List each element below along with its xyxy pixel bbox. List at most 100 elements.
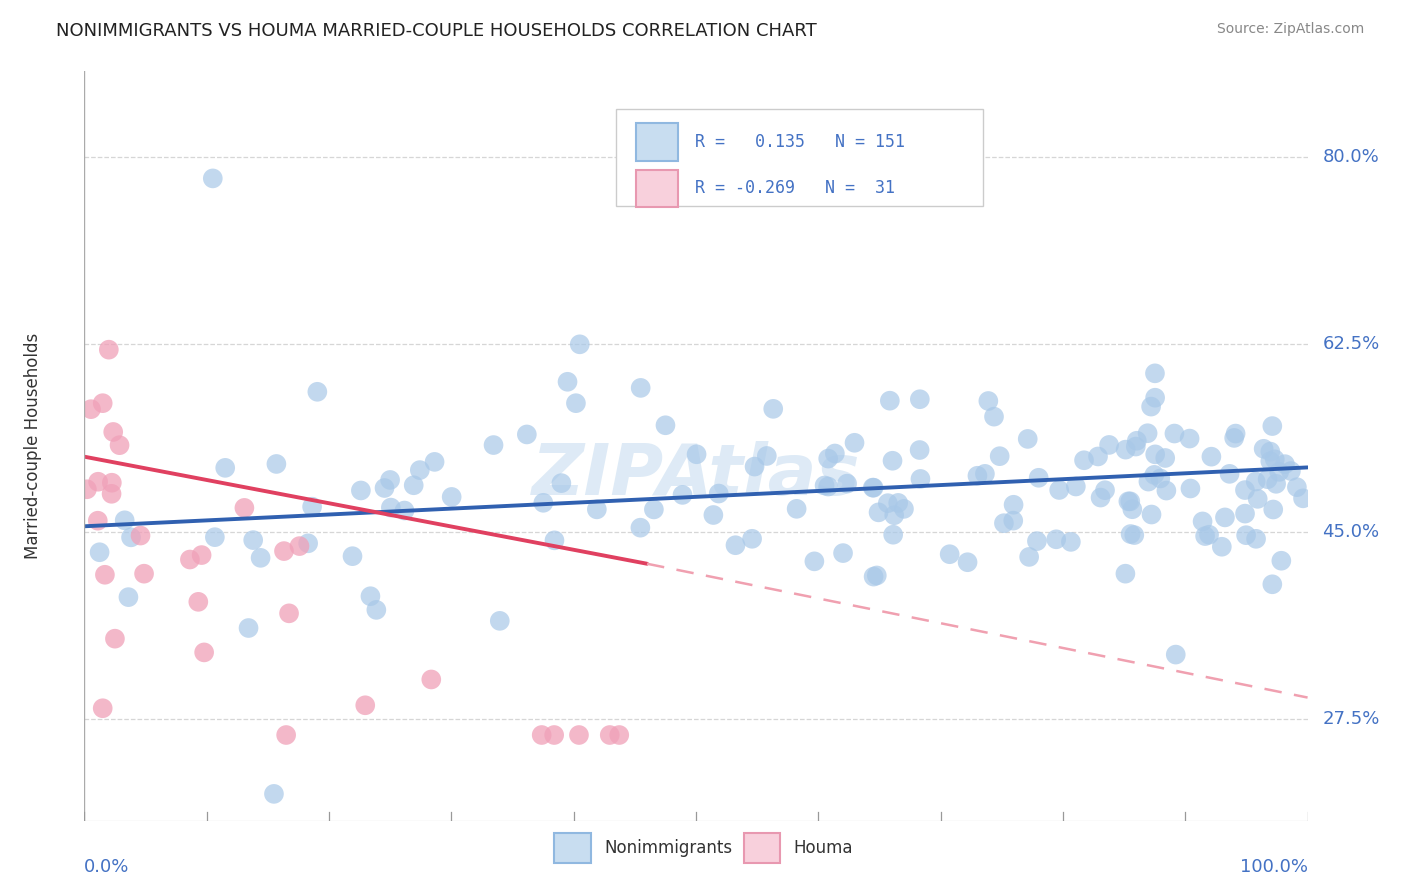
Point (373, 481, 395, 495)
Point (565, 396, 588, 410)
Point (266, 457, 288, 471)
Point (1143, 467, 1166, 482)
Point (1090, 491, 1112, 505)
Point (1121, 502, 1143, 516)
Point (378, 473, 401, 487)
Point (101, 475, 124, 490)
Point (1045, 533, 1067, 547)
Point (988, 449, 1011, 463)
Point (908, 392, 931, 407)
Point (91, 701, 114, 715)
Point (1094, 483, 1116, 498)
Point (488, 614, 510, 628)
Point (824, 446, 846, 460)
Point (956, 555, 979, 569)
Point (242, 533, 264, 547)
Point (1115, 442, 1137, 457)
Point (1191, 515, 1213, 529)
Point (1114, 566, 1136, 581)
Text: R =   0.135   N = 151: R = 0.135 N = 151 (695, 133, 904, 151)
Point (1244, 532, 1267, 546)
Point (879, 393, 901, 408)
Point (1123, 528, 1146, 542)
Point (908, 443, 931, 458)
Point (204, 530, 226, 544)
Text: Married-couple Households: Married-couple Households (24, 333, 42, 559)
Point (380, 500, 402, 515)
Point (278, 607, 301, 621)
Point (1264, 452, 1286, 467)
Point (1279, 464, 1302, 478)
Point (543, 728, 565, 742)
Point (1263, 502, 1285, 516)
Point (1154, 450, 1177, 465)
Point (89, 545, 111, 559)
Point (1047, 483, 1070, 497)
Point (273, 544, 295, 558)
Point (910, 472, 932, 486)
Point (1119, 527, 1142, 541)
Point (108, 438, 131, 452)
Point (882, 454, 904, 468)
Point (817, 479, 839, 493)
Point (263, 787, 285, 801)
Point (1268, 465, 1291, 479)
Point (301, 500, 323, 514)
Point (87, 514, 110, 528)
Point (114, 513, 136, 527)
Point (755, 449, 778, 463)
Point (813, 478, 835, 492)
Point (1261, 577, 1284, 591)
Text: Houma: Houma (794, 838, 853, 856)
Point (568, 728, 591, 742)
Point (276, 728, 298, 742)
Point (342, 549, 364, 564)
Point (1260, 444, 1282, 458)
Point (862, 481, 884, 495)
Point (568, 337, 591, 351)
Point (1292, 491, 1315, 506)
Point (440, 490, 463, 504)
Point (1018, 549, 1040, 564)
Point (786, 501, 808, 516)
Point (402, 478, 425, 492)
Point (630, 381, 652, 395)
Point (1137, 475, 1160, 489)
Point (938, 547, 960, 561)
Point (76, 483, 98, 497)
Point (817, 451, 839, 466)
Point (974, 467, 997, 481)
Point (1119, 494, 1142, 508)
Point (354, 698, 377, 713)
Point (724, 538, 747, 552)
Point (1211, 540, 1233, 554)
FancyBboxPatch shape (616, 109, 983, 206)
Point (1144, 391, 1167, 405)
Point (1002, 498, 1025, 512)
Point (87, 475, 110, 489)
Point (862, 569, 884, 583)
Point (1026, 534, 1049, 549)
Point (1060, 534, 1083, 549)
Point (607, 728, 630, 742)
Point (1201, 450, 1223, 464)
Point (1223, 431, 1246, 445)
Point (190, 548, 212, 562)
Point (132, 566, 155, 581)
Point (359, 589, 381, 603)
Point (741, 532, 763, 546)
Point (238, 621, 260, 635)
Point (1126, 434, 1149, 448)
Text: 27.5%: 27.5% (1322, 710, 1379, 728)
Point (1156, 483, 1178, 498)
Point (103, 425, 125, 439)
Point (420, 673, 443, 687)
Point (350, 483, 373, 498)
Point (983, 409, 1005, 424)
Point (117, 590, 139, 604)
Point (1274, 457, 1296, 471)
Point (1194, 529, 1216, 543)
Point (1258, 454, 1281, 468)
Point (531, 496, 554, 510)
FancyBboxPatch shape (744, 832, 780, 863)
